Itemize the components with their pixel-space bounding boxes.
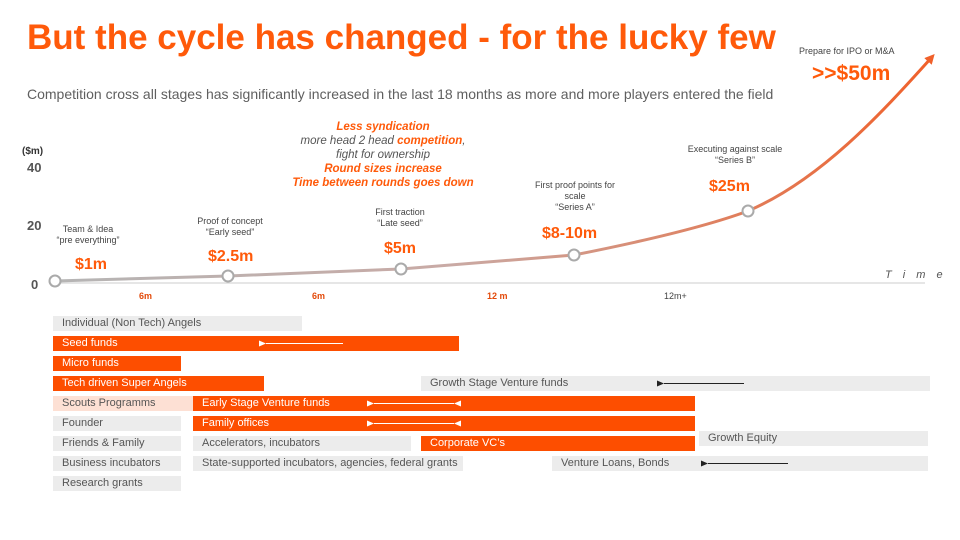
stage-label-late-seed: First traction “Late seed” <box>375 207 425 228</box>
stage-value-series-b: $25m <box>709 178 750 195</box>
bar-scouts: Scouts Programms <box>53 396 193 411</box>
callout-line-2: more head 2 head competition, <box>300 135 466 147</box>
slide-subtitle: Competition cross all stages has signifi… <box>27 86 774 102</box>
stage-marker-series-a <box>567 248 581 262</box>
stage-label-series-a: First proof points for scale “Series A” <box>534 180 616 212</box>
stage-marker-idea <box>48 274 62 288</box>
ipo-value: >>$50m <box>812 62 891 85</box>
y-tick-40: 40 <box>27 160 42 175</box>
bar-venture-loans: Venture Loans, Bonds <box>552 456 928 471</box>
y-tick-20: 20 <box>27 218 42 233</box>
callout-line-4: Round sizes increase <box>324 163 442 175</box>
stage-marker-early-seed <box>221 269 235 283</box>
stage-value-early-seed: $2.5m <box>208 248 254 265</box>
callout-line-5: Time between rounds goes down <box>292 177 474 189</box>
y-axis-unit: ($m) <box>22 146 44 157</box>
x-tick-12m-plus: 12m+ <box>664 291 687 301</box>
bar-micro-funds: Micro funds <box>53 356 181 371</box>
bar-growth-vc: Growth Stage Venture funds <box>421 376 930 391</box>
bar-state-incubators: State-supported incubators, agencies, fe… <box>193 456 463 471</box>
bar-growth-equity: Growth Equity <box>699 431 928 446</box>
stage-value-late-seed: $5m <box>384 240 417 257</box>
callout-line-1: Less syndication <box>336 121 430 133</box>
bar-business-incubators: Business incubators <box>53 456 181 471</box>
bar-accelerators: Accelerators, incubators <box>193 436 411 451</box>
bar-super-angels: Tech driven Super Angels <box>53 376 264 391</box>
bar-research-grants: Research grants <box>53 476 181 491</box>
bar-friends-family: Friends & Family <box>53 436 181 451</box>
stage-label-series-b: Executing against scale “Series B” <box>687 144 783 165</box>
callout-line-3: fight for ownership <box>336 149 430 161</box>
x-tick-6m-1: 6m <box>139 291 153 301</box>
stage-marker-late-seed <box>394 262 408 276</box>
x-tick-6m-2: 6m <box>312 291 326 301</box>
bar-family-offices: Family offices <box>193 416 695 431</box>
bar-individual-angels: Individual (Non Tech) Angels <box>53 316 302 331</box>
stage-value-series-a: $8-10m <box>542 225 598 242</box>
y-tick-0: 0 <box>31 277 39 292</box>
bar-founder: Founder <box>53 416 181 431</box>
slide-title: But the cycle has changed - for the luck… <box>27 18 776 57</box>
x-tick-12m: 12 m <box>487 291 508 301</box>
stage-value-idea: $1m <box>75 256 108 273</box>
x-axis-label: T i m e <box>885 269 947 281</box>
bar-early-stage-vc: Early Stage Venture funds <box>193 396 695 411</box>
stage-label-early-seed: Proof of concept “Early seed” <box>197 216 263 237</box>
bar-seed-funds: Seed funds <box>53 336 459 351</box>
competition-callout: Less syndication more head 2 head compet… <box>253 120 513 190</box>
ipo-label: Prepare for IPO or M&A <box>799 46 895 56</box>
stage-label-idea: Team & Idea “pre everything” <box>56 224 120 245</box>
stage-marker-series-b <box>741 204 755 218</box>
bar-corporate-vc: Corporate VC’s <box>421 436 695 451</box>
